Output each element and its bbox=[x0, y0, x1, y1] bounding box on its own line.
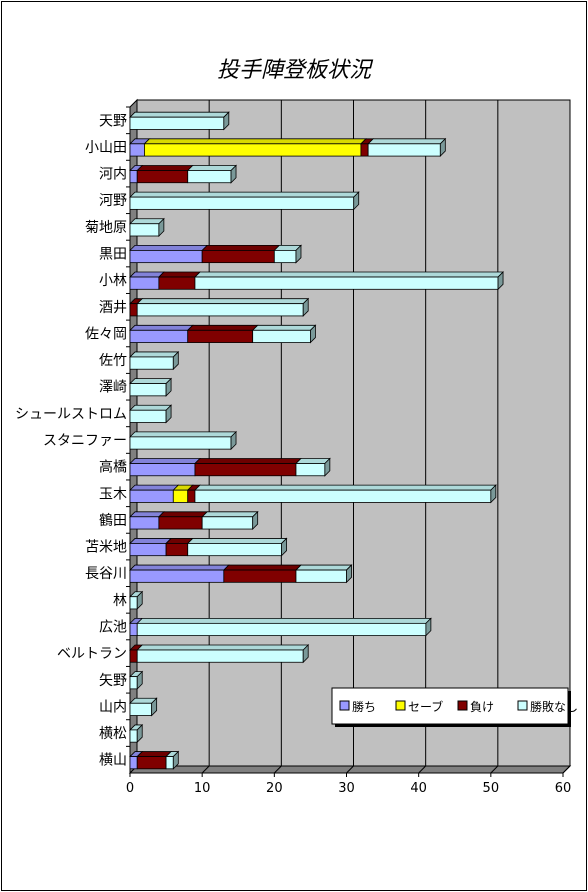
x-tick-label: 10 bbox=[194, 781, 211, 796]
legend-label: 勝敗なし bbox=[530, 699, 578, 714]
category-label: 小林 bbox=[99, 273, 127, 289]
bar-segment bbox=[186, 324, 259, 343]
x-tick-label: 0 bbox=[126, 781, 134, 796]
bar-segment bbox=[273, 244, 302, 264]
category-label: 佐々岡 bbox=[85, 326, 127, 342]
floor-gridline bbox=[346, 765, 354, 774]
category-label: 横山 bbox=[99, 753, 127, 769]
category-label: 山内 bbox=[99, 699, 127, 715]
bar-segment bbox=[129, 191, 360, 211]
category-label: 横松 bbox=[99, 726, 127, 742]
bar-segment bbox=[193, 484, 497, 504]
bar-segment bbox=[129, 564, 230, 583]
bar-segment bbox=[129, 723, 144, 744]
bar-segment bbox=[129, 590, 144, 610]
bar-segment bbox=[186, 164, 237, 184]
category-label: 鶴田 bbox=[99, 512, 127, 529]
chart-title: 投手陣登板状況 bbox=[216, 58, 371, 83]
bar-segment bbox=[157, 511, 209, 530]
bar-segment bbox=[136, 165, 194, 184]
category-label: 河内 bbox=[99, 167, 127, 183]
x-tick-label: 50 bbox=[483, 781, 500, 796]
bar-segment bbox=[136, 297, 310, 317]
category-label: 佐竹 bbox=[99, 353, 127, 369]
bar-segment bbox=[129, 697, 158, 717]
bar-segment bbox=[295, 564, 353, 584]
bar-segment bbox=[222, 564, 302, 583]
bar-segment bbox=[129, 377, 173, 397]
category-label: 玉木 bbox=[99, 486, 127, 502]
floor-gridline bbox=[562, 765, 571, 774]
bar-segment bbox=[251, 324, 317, 344]
bar-segment bbox=[129, 430, 237, 451]
bar-segment bbox=[136, 644, 310, 664]
floor-gridline bbox=[418, 765, 427, 774]
bar-segment bbox=[157, 271, 201, 290]
legend-label: 負け bbox=[470, 700, 494, 714]
bar-segment bbox=[201, 244, 281, 264]
bar-segment bbox=[143, 138, 367, 157]
legend-swatch bbox=[517, 700, 528, 711]
x-tick-label: 20 bbox=[266, 781, 283, 796]
x-tick-label: 30 bbox=[338, 781, 355, 796]
x-tick-label: 60 bbox=[555, 781, 572, 796]
legend-swatch bbox=[457, 700, 468, 711]
category-label: 黒田 bbox=[99, 247, 127, 263]
bar-segment bbox=[129, 617, 144, 637]
category-label: 林 bbox=[113, 593, 127, 609]
category-label: 河野 bbox=[99, 193, 127, 209]
bar-segment bbox=[186, 484, 201, 503]
legend-label: 勝ち bbox=[352, 699, 376, 714]
category-label: シュールストロム bbox=[15, 406, 127, 422]
category-label: 長谷川 bbox=[85, 566, 127, 582]
bar-segment bbox=[193, 458, 302, 477]
category-label: 高橋 bbox=[99, 459, 127, 476]
bar-segment bbox=[129, 244, 209, 264]
bar-segment bbox=[129, 404, 173, 424]
floor-gridline bbox=[201, 765, 210, 774]
category-label: 矢野 bbox=[99, 673, 127, 689]
x-tick-label: 40 bbox=[410, 781, 427, 796]
bar-segment bbox=[129, 350, 180, 371]
bar-segment bbox=[129, 538, 173, 557]
bar-segment bbox=[193, 271, 505, 291]
bar-segment bbox=[129, 670, 144, 690]
bar-segment bbox=[129, 458, 201, 477]
bar-segment bbox=[129, 217, 165, 237]
bar-segment bbox=[186, 537, 288, 557]
bar-segment bbox=[129, 324, 194, 343]
legend-swatch bbox=[395, 700, 406, 711]
bar-segment bbox=[129, 111, 230, 131]
bar-segment bbox=[295, 457, 331, 477]
category-label: 天野 bbox=[99, 113, 127, 129]
bar-segment bbox=[367, 137, 447, 158]
category-label: 澤崎 bbox=[99, 380, 127, 396]
bar-segment bbox=[165, 750, 180, 770]
category-label: ベルトラン bbox=[57, 646, 127, 662]
legend-label: セーブ bbox=[408, 699, 443, 714]
bar-segment bbox=[129, 484, 180, 503]
category-label: 酒井 bbox=[99, 300, 127, 316]
category-label: 苫米地 bbox=[85, 539, 127, 556]
category-label: 菊地原 bbox=[85, 220, 127, 236]
floor-gridline bbox=[490, 765, 499, 774]
legend-swatch bbox=[339, 700, 350, 711]
category-label: 小山田 bbox=[85, 140, 127, 156]
bar-segment bbox=[201, 510, 259, 531]
floor-gridline bbox=[273, 765, 282, 774]
bar-segment bbox=[136, 617, 432, 637]
category-label: 広池 bbox=[99, 619, 127, 635]
bar-segment bbox=[136, 751, 173, 770]
legend bbox=[331, 687, 569, 725]
category-label: スタニファー bbox=[43, 433, 127, 449]
